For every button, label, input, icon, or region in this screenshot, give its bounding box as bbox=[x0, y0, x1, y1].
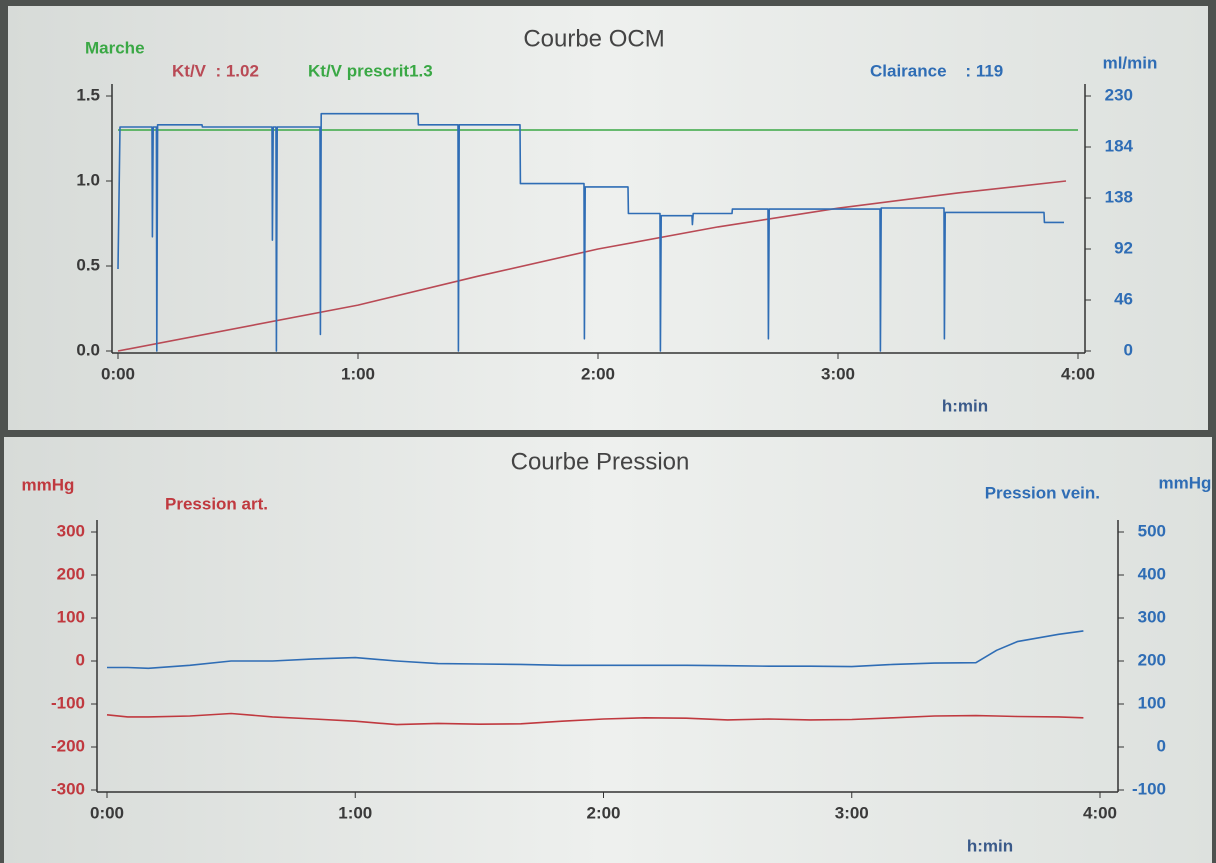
x-axis-label: h:min bbox=[942, 396, 988, 415]
y-tick-label: 0.0 bbox=[76, 340, 100, 359]
y2-tick-label: 400 bbox=[1138, 564, 1166, 583]
series-line bbox=[117, 112, 1064, 352]
x-tick-label: 4:00 bbox=[1083, 803, 1117, 822]
y2-tick-label: 230 bbox=[1105, 85, 1133, 104]
x-tick-label: 3:00 bbox=[835, 803, 869, 822]
series-line bbox=[106, 712, 1084, 726]
y2-tick-label: 138 bbox=[1105, 187, 1133, 206]
y-tick-label: 0.5 bbox=[76, 255, 100, 274]
chart-title: Courbe OCM bbox=[523, 25, 664, 52]
annotation: Kt/V : 1.02 bbox=[172, 61, 259, 80]
y2-axis-label: mmHg bbox=[1159, 473, 1212, 492]
x-tick-label: 1:00 bbox=[341, 364, 375, 383]
y2-tick-label: 92 bbox=[1114, 238, 1133, 257]
y-axis-label: mmHg bbox=[22, 475, 75, 494]
y-tick-label: -100 bbox=[51, 693, 85, 712]
y2-tick-label: 500 bbox=[1138, 521, 1166, 540]
annotation: Kt/V prescrit1.3 bbox=[308, 61, 433, 80]
y-tick-label: 200 bbox=[57, 564, 85, 583]
y-tick-label: -300 bbox=[51, 779, 85, 798]
y-tick-label: 0 bbox=[76, 650, 85, 669]
y-tick-label: 100 bbox=[57, 607, 85, 626]
x-tick-label: 3:00 bbox=[821, 364, 855, 383]
annotation: Clairance : 119 bbox=[870, 61, 1003, 80]
series-line bbox=[107, 630, 1084, 670]
x-tick-label: 1:00 bbox=[338, 803, 372, 822]
y-tick-label: 1.0 bbox=[76, 170, 100, 189]
x-tick-label: 0:00 bbox=[90, 803, 124, 822]
series-line bbox=[117, 180, 1067, 352]
y2-axis-label: ml/min bbox=[1103, 53, 1158, 72]
panel-ocm bbox=[8, 6, 1208, 430]
y2-tick-label: 46 bbox=[1114, 289, 1133, 308]
legend-entry: Pression art. bbox=[165, 494, 268, 513]
y-tick-label: 1.5 bbox=[76, 85, 100, 104]
x-tick-label: 2:00 bbox=[586, 803, 620, 822]
y-tick-label: -200 bbox=[51, 736, 85, 755]
y-tick-label: 300 bbox=[57, 521, 85, 540]
legend-entry: Pression vein. bbox=[985, 483, 1100, 502]
x-tick-label: 0:00 bbox=[101, 364, 135, 383]
y2-tick-label: 100 bbox=[1138, 693, 1166, 712]
y2-tick-label: 184 bbox=[1105, 136, 1134, 155]
annotation: Marche bbox=[85, 38, 145, 57]
x-tick-label: 2:00 bbox=[581, 364, 615, 383]
x-tick-label: 4:00 bbox=[1061, 364, 1095, 383]
y2-tick-label: 0 bbox=[1124, 340, 1133, 359]
y2-tick-label: 200 bbox=[1138, 650, 1166, 669]
chart-title: Courbe Pression bbox=[511, 448, 690, 475]
y2-tick-label: 300 bbox=[1138, 607, 1166, 626]
y2-tick-label: 0 bbox=[1157, 736, 1166, 755]
y2-tick-label: -100 bbox=[1132, 779, 1166, 798]
x-axis-label: h:min bbox=[967, 836, 1013, 855]
